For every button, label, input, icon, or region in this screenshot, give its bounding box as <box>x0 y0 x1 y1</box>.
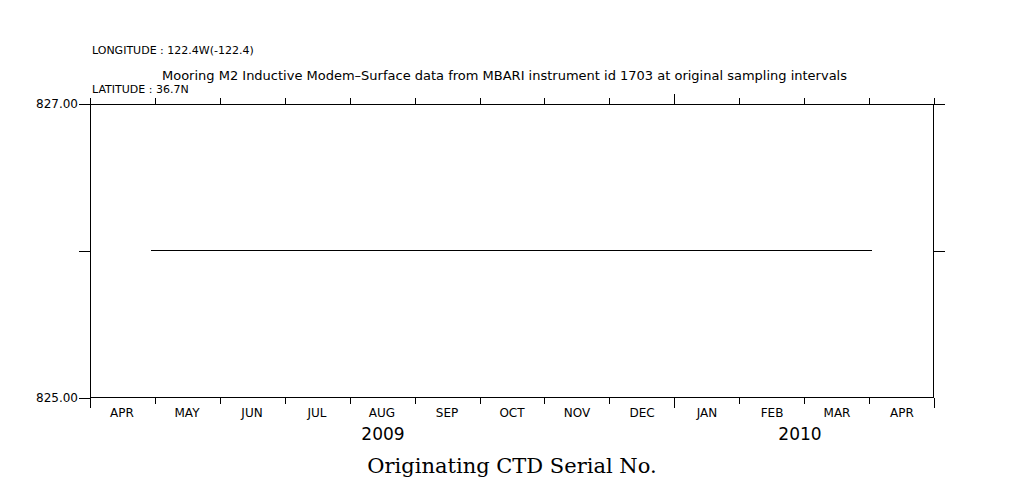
x-tick-label: JUL <box>287 406 347 420</box>
x-tick-label: SEP <box>417 406 477 420</box>
x-tick-top <box>415 98 416 104</box>
x-tick-bottom <box>609 398 610 404</box>
x-tick-bottom <box>544 398 545 404</box>
longitude-label: LONGITUDE : 122.4W(-122.4) <box>92 44 254 57</box>
x-tick-top <box>220 98 221 104</box>
x-tick-top <box>155 98 156 104</box>
x-tick-label: FEB <box>742 406 802 420</box>
x-tick-top <box>674 94 675 104</box>
y-tick-left <box>79 251 90 252</box>
x-tick-label: MAY <box>157 406 217 420</box>
x-tick-top <box>609 98 610 104</box>
y-tick-right <box>934 251 945 252</box>
x-tick-label: JAN <box>677 406 737 420</box>
x-tick-label: OCT <box>482 406 542 420</box>
x-tick-label: NOV <box>547 406 607 420</box>
data-series-line <box>151 250 872 251</box>
x-tick-label: AUG <box>352 406 412 420</box>
x-tick-top <box>350 98 351 104</box>
y-tick-label-bottom: 825.00 <box>20 391 78 405</box>
x-tick-bottom <box>739 398 740 404</box>
x-tick-bottom <box>90 398 91 408</box>
x-tick-label: APR <box>872 406 932 420</box>
x-tick-top <box>869 98 870 104</box>
x-tick-bottom <box>674 398 675 408</box>
y-tick-left <box>79 104 90 105</box>
x-axis-title: Originating CTD Serial No. <box>90 454 934 478</box>
latitude-label: LATITUDE : 36.7N <box>92 83 254 96</box>
x-tick-label: JUN <box>222 406 282 420</box>
year-label-2009: 2009 <box>338 424 428 444</box>
plot-canvas: LONGITUDE : 122.4W(-122.4) LATITUDE : 36… <box>0 0 1009 504</box>
x-tick-bottom <box>155 398 156 404</box>
y-tick-label-top: 827.00 <box>20 97 78 111</box>
x-tick-label: APR <box>92 406 152 420</box>
x-tick-top <box>804 98 805 104</box>
x-tick-bottom <box>480 398 481 404</box>
x-tick-bottom <box>869 398 870 404</box>
x-tick-bottom <box>804 398 805 404</box>
year-label-2010: 2010 <box>755 424 845 444</box>
y-tick-left <box>79 398 90 399</box>
chart-title: Mooring M2 Inductive Modem–Surface data … <box>0 68 1009 83</box>
x-tick-top <box>739 98 740 104</box>
x-tick-top <box>90 98 91 104</box>
y-tick-right <box>934 104 945 105</box>
x-tick-bottom <box>285 398 286 404</box>
plot-area <box>90 104 934 398</box>
x-tick-top <box>544 98 545 104</box>
x-tick-bottom <box>220 398 221 404</box>
x-tick-top <box>285 98 286 104</box>
x-tick-bottom <box>934 398 935 408</box>
x-tick-bottom <box>415 398 416 404</box>
x-tick-top <box>480 98 481 104</box>
x-tick-label: DEC <box>612 406 672 420</box>
x-tick-label: MAR <box>807 406 867 420</box>
x-tick-bottom <box>350 398 351 404</box>
